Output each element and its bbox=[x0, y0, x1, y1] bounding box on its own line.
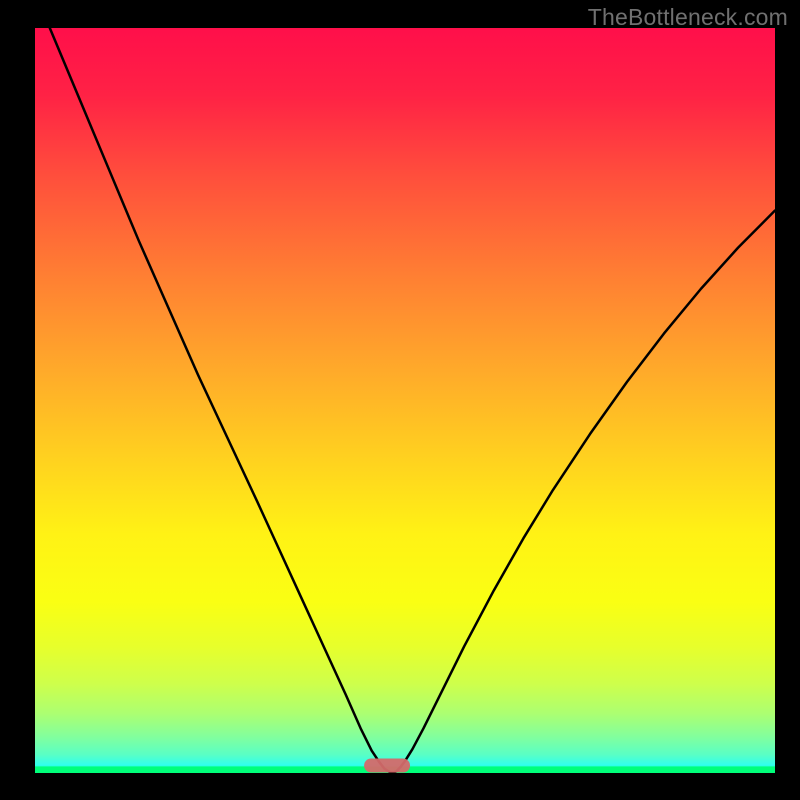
watermark-text: TheBottleneck.com bbox=[588, 4, 788, 31]
optimal-marker bbox=[364, 758, 410, 773]
bottleneck-curve bbox=[50, 28, 775, 773]
chart-curve-svg bbox=[35, 28, 775, 773]
chart-plot-area bbox=[35, 28, 775, 773]
